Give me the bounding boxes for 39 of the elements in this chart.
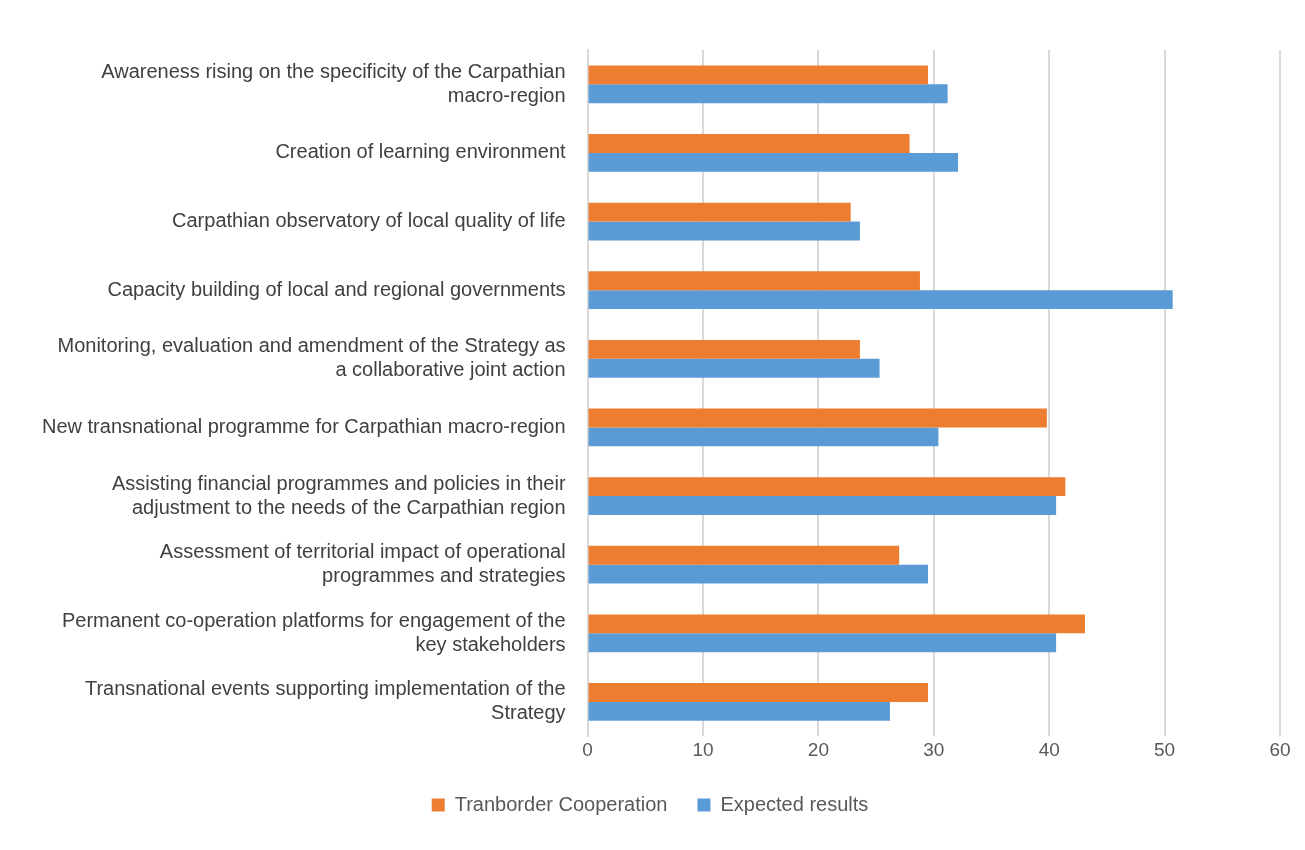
bar bbox=[588, 134, 910, 153]
y-tick-label: Transnational events supporting implementation of the Strategy bbox=[84, 677, 566, 724]
bar bbox=[588, 477, 1066, 497]
bar bbox=[588, 408, 1047, 428]
x-tick-label: 30 bbox=[923, 738, 945, 760]
bar bbox=[588, 271, 920, 291]
bar bbox=[588, 701, 890, 721]
bar bbox=[588, 152, 959, 172]
bar bbox=[588, 339, 860, 359]
x-tick-label: 40 bbox=[1038, 738, 1060, 760]
bar bbox=[588, 683, 929, 702]
y-tick-label: Capacity building of local and regional governments bbox=[107, 277, 566, 300]
y-tick-label: Awareness rising on the specificity of the Carpathian macro-region bbox=[101, 59, 566, 106]
y-tick-label: Assessment of territorial impact of operational programmes and strategies bbox=[159, 540, 566, 587]
bar bbox=[588, 358, 880, 378]
bar bbox=[588, 84, 948, 104]
bar bbox=[588, 427, 939, 447]
x-tick-label: 0 bbox=[582, 738, 593, 760]
y-tick-label: New transnational programme for Carpathian macro-region bbox=[42, 414, 566, 437]
bar bbox=[588, 633, 1057, 653]
bar bbox=[588, 545, 900, 565]
x-tick-label: 10 bbox=[692, 738, 714, 760]
bar bbox=[588, 221, 860, 241]
y-tick-label: Permanent co-operation platforms for engagement of the key stakeholders bbox=[61, 608, 566, 655]
y-tick-label: Monitoring, evaluation and amendment of the Strategy as a collaborative joint action bbox=[57, 334, 566, 381]
y-tick-label: Carpathian observatory of local quality of life bbox=[172, 209, 566, 232]
x-tick-label: 50 bbox=[1154, 738, 1176, 760]
legend-label: Tranborder Cooperation bbox=[454, 792, 668, 815]
bar bbox=[588, 65, 929, 85]
bar bbox=[588, 496, 1057, 515]
y-tick-label: Assisting financial programmes and policies in their adjustment to the needs of the Carpathian region bbox=[112, 471, 566, 518]
bar bbox=[588, 290, 1173, 310]
x-tick-label: 60 bbox=[1269, 738, 1291, 760]
legend-label: Expected results bbox=[720, 792, 869, 815]
bar bbox=[588, 202, 851, 222]
x-tick-label: 20 bbox=[807, 738, 829, 760]
bar bbox=[588, 564, 929, 584]
y-tick-label: Creation of learning environment bbox=[275, 140, 567, 163]
bar bbox=[588, 614, 1085, 634]
